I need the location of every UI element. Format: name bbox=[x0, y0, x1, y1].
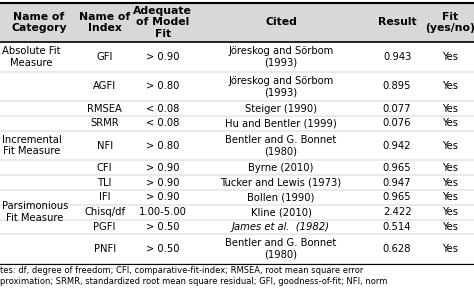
Text: 2.422: 2.422 bbox=[383, 207, 411, 217]
Text: AGFI: AGFI bbox=[93, 81, 116, 91]
Text: Yes: Yes bbox=[442, 104, 458, 114]
Text: Cited: Cited bbox=[265, 17, 297, 28]
Text: Kline (2010): Kline (2010) bbox=[251, 207, 311, 217]
Text: Incremental
Fit Measure: Incremental Fit Measure bbox=[2, 135, 62, 156]
Text: Parsimonious
Fit Measure: Parsimonious Fit Measure bbox=[2, 201, 68, 223]
Text: Yes: Yes bbox=[442, 52, 458, 62]
Text: > 0.90: > 0.90 bbox=[146, 163, 179, 173]
Text: PGFI: PGFI bbox=[93, 222, 116, 232]
Text: 0.947: 0.947 bbox=[383, 177, 411, 188]
Text: Result: Result bbox=[378, 17, 417, 28]
Text: > 0.80: > 0.80 bbox=[146, 141, 179, 151]
Text: tes: df, degree of freedom; CFI, comparative-fit-index; RMSEA, root mean square : tes: df, degree of freedom; CFI, compara… bbox=[0, 266, 364, 275]
Text: Bentler and G. Bonnet
(1980): Bentler and G. Bonnet (1980) bbox=[226, 135, 337, 156]
Text: Yes: Yes bbox=[442, 81, 458, 91]
Text: 0.076: 0.076 bbox=[383, 118, 411, 128]
Text: Chisq/df: Chisq/df bbox=[84, 207, 125, 217]
Text: GFI: GFI bbox=[96, 52, 113, 62]
Text: > 0.90: > 0.90 bbox=[146, 177, 179, 188]
Text: 0.943: 0.943 bbox=[383, 52, 411, 62]
Text: SRMR: SRMR bbox=[91, 118, 119, 128]
Text: < 0.08: < 0.08 bbox=[146, 104, 179, 114]
Text: RMSEA: RMSEA bbox=[87, 104, 122, 114]
Text: Yes: Yes bbox=[442, 207, 458, 217]
Text: 0.965: 0.965 bbox=[383, 192, 411, 202]
Text: Yes: Yes bbox=[442, 118, 458, 128]
Text: IFI: IFI bbox=[99, 192, 110, 202]
Text: > 0.50: > 0.50 bbox=[146, 244, 179, 254]
Text: NFI: NFI bbox=[97, 141, 113, 151]
Text: Hu and Bentler (1999): Hu and Bentler (1999) bbox=[225, 118, 337, 128]
Text: Jöreskog and Sörbom
(1993): Jöreskog and Sörbom (1993) bbox=[228, 46, 334, 68]
Text: > 0.90: > 0.90 bbox=[146, 52, 179, 62]
Text: 0.965: 0.965 bbox=[383, 163, 411, 173]
Text: TLI: TLI bbox=[98, 177, 112, 188]
Text: 0.628: 0.628 bbox=[383, 244, 411, 254]
Text: > 0.90: > 0.90 bbox=[146, 192, 179, 202]
Text: Byrne (2010): Byrne (2010) bbox=[248, 163, 314, 173]
Text: 0.514: 0.514 bbox=[383, 222, 411, 232]
Text: Yes: Yes bbox=[442, 192, 458, 202]
Text: James et al.  (1982): James et al. (1982) bbox=[232, 222, 330, 232]
Text: Name of
Index: Name of Index bbox=[79, 12, 130, 33]
Text: Yes: Yes bbox=[442, 141, 458, 151]
Text: Tucker and Lewis (1973): Tucker and Lewis (1973) bbox=[220, 177, 342, 188]
Text: Yes: Yes bbox=[442, 244, 458, 254]
Text: CFI: CFI bbox=[97, 163, 112, 173]
Text: Fit
(yes/no): Fit (yes/no) bbox=[425, 12, 474, 33]
Text: Steiger (1990): Steiger (1990) bbox=[245, 104, 317, 114]
Text: Bollen (1990): Bollen (1990) bbox=[247, 192, 315, 202]
Text: 0.895: 0.895 bbox=[383, 81, 411, 91]
Text: 0.077: 0.077 bbox=[383, 104, 411, 114]
Text: > 0.50: > 0.50 bbox=[146, 222, 179, 232]
Text: PNFI: PNFI bbox=[93, 244, 116, 254]
Text: Yes: Yes bbox=[442, 222, 458, 232]
Bar bbox=[0, 3, 474, 42]
Text: proximation; SRMR, standardized root mean square residual; GFI, goodness-of-fit;: proximation; SRMR, standardized root mea… bbox=[0, 277, 387, 286]
Text: Yes: Yes bbox=[442, 177, 458, 188]
Text: Jöreskog and Sörbom
(1993): Jöreskog and Sörbom (1993) bbox=[228, 76, 334, 97]
Text: < 0.08: < 0.08 bbox=[146, 118, 179, 128]
Text: Adequate
of Model
Fit: Adequate of Model Fit bbox=[133, 6, 192, 39]
Text: Absolute Fit
Measure: Absolute Fit Measure bbox=[2, 46, 60, 68]
Text: 1.00-5.00: 1.00-5.00 bbox=[139, 207, 187, 217]
Text: 0.942: 0.942 bbox=[383, 141, 411, 151]
Text: > 0.80: > 0.80 bbox=[146, 81, 179, 91]
Text: Name of
Category: Name of Category bbox=[11, 12, 67, 33]
Text: Yes: Yes bbox=[442, 163, 458, 173]
Text: Bentler and G. Bonnet
(1980): Bentler and G. Bonnet (1980) bbox=[226, 238, 337, 260]
